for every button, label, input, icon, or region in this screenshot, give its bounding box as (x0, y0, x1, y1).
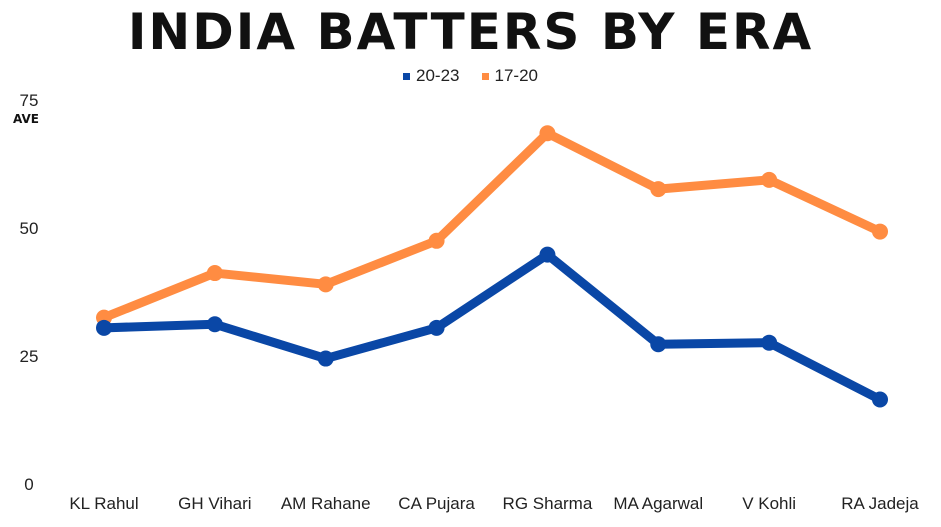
legend: 20-23 17-20 (0, 66, 941, 86)
x-tick-label: RG Sharma (503, 494, 593, 513)
legend-label-17-20: 17-20 (494, 66, 538, 85)
series-line-20-23 (99, 250, 885, 405)
legend-label-20-23: 20-23 (416, 66, 460, 85)
data-point-20-23 (317, 350, 334, 367)
y-tick-label: 75 (20, 91, 39, 110)
data-point-17-20 (761, 171, 778, 188)
data-point-20-23 (650, 336, 667, 353)
legend-swatch-17-20 (481, 72, 489, 80)
series-line-17-20 (99, 128, 885, 323)
x-tick-label: KL Rahul (69, 494, 138, 513)
data-point-20-23 (206, 316, 223, 333)
data-point-20-23 (872, 391, 888, 408)
data-point-17-20 (428, 232, 445, 249)
data-point-17-20 (872, 223, 888, 240)
x-tick-label: MA Agarwal (613, 494, 703, 513)
legend-item-17-20: 17-20 (481, 66, 538, 86)
legend-item-20-23: 20-23 (403, 66, 460, 86)
data-point-20-23 (96, 319, 112, 336)
x-tick-label: CA Pujara (398, 494, 475, 513)
y-tick-label: 25 (20, 347, 39, 366)
y-axis-label: AVE (13, 112, 39, 126)
data-point-17-20 (317, 276, 334, 293)
data-point-17-20 (206, 265, 223, 282)
y-tick-label: 0 (24, 475, 33, 494)
x-tick-label: V Kohli (742, 494, 796, 513)
x-tick-label: RA Jadeja (841, 494, 919, 513)
data-point-17-20 (650, 181, 667, 198)
data-point-20-23 (539, 246, 556, 263)
x-tick-label: GH Vihari (178, 494, 251, 513)
data-point-20-23 (761, 334, 778, 351)
y-tick-label: 50 (20, 219, 39, 238)
data-point-17-20 (539, 125, 556, 142)
chart-title: INDIA BATTERS BY ERA (127, 3, 814, 61)
x-tick-label: AM Rahane (281, 494, 371, 513)
data-point-20-23 (428, 319, 445, 336)
legend-swatch-20-23 (403, 72, 411, 80)
